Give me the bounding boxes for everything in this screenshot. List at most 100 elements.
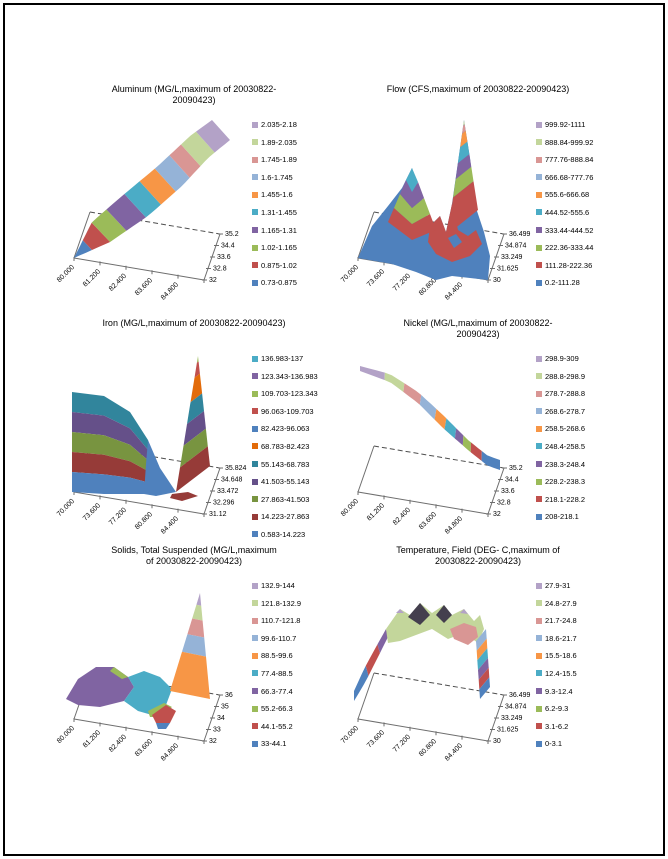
- legend-swatch: [536, 408, 542, 415]
- chart-title: Flow (CFS,maximum of 20030822-20090423): [386, 84, 570, 94]
- depth-tick-label: 32: [209, 738, 217, 745]
- depth-tick-label: 36.499: [509, 692, 531, 699]
- legend-item: 109.703-123.343: [252, 389, 336, 398]
- legend-label: 110.7-121.8: [261, 616, 301, 626]
- legend-label: 0.2-111.28: [545, 278, 580, 288]
- depth-tick-label: 33.6: [501, 488, 515, 495]
- x-tick-label: 84.400: [444, 742, 464, 762]
- floor-left-edge: [357, 672, 375, 720]
- x-tick-label: 81.200: [82, 268, 102, 288]
- depth-tick-label: 34.4: [505, 477, 519, 484]
- depth-tick-label: 35.2: [225, 231, 239, 238]
- legend-swatch: [252, 390, 258, 397]
- legend-swatch: [252, 688, 258, 695]
- legend-label: 27.863-41.503: [261, 494, 310, 504]
- depth-tick-label: 33: [213, 727, 221, 734]
- legend-label: 121.8-132.9: [261, 598, 302, 608]
- x-tick-label: 81.200: [366, 502, 386, 522]
- surface-plot: 70.000 73.600 77.200 80.800 84.400 30 31.625 33…: [340, 120, 531, 302]
- depth-tick-label: 31.12: [209, 511, 227, 518]
- legend-label: 109.703-123.343: [261, 389, 318, 399]
- surface-band: [196, 356, 199, 363]
- surface-band: [82, 222, 111, 250]
- depth-tick-label: 34.874: [505, 243, 527, 250]
- legend-label: 1.165-1.31: [261, 225, 297, 235]
- legend-swatch: [536, 688, 542, 695]
- legend-label: 41.503-55.143: [261, 477, 310, 487]
- legend-swatch: [536, 496, 542, 503]
- legend: 2.035-2.18 1.89-2.035 1.745-1.89 1.6-1.745 1…: [252, 120, 336, 296]
- chart-temperature-field: Temperature, Field (DEG- C,maximum of 20…: [332, 545, 624, 767]
- x-axis-line: [73, 718, 205, 742]
- legend-label: 77.4-88.5: [261, 668, 293, 678]
- legend-item: 1.31-1.455: [252, 208, 336, 217]
- depth-tick-label: 33.249: [501, 715, 523, 722]
- floor-left-edge: [357, 211, 375, 259]
- legend-swatch: [536, 740, 542, 747]
- surface-band: [477, 648, 488, 670]
- chart-body: 80.000 81.200 82.400 83.600 84.800 32 32.8 33.6…: [332, 344, 624, 540]
- x-tick-label: 84.400: [160, 515, 180, 535]
- legend-item: 333.44-444.52: [536, 226, 620, 235]
- legend-swatch: [252, 670, 258, 677]
- surface-band: [196, 593, 202, 606]
- x-tick-label: 83.600: [134, 277, 154, 297]
- legend-item: 1.6-1.745: [252, 173, 336, 182]
- legend-swatch: [252, 121, 258, 128]
- surface-band: [406, 168, 418, 192]
- depth-tick-label: 34.648: [221, 477, 243, 484]
- depth-tick-label: 35.824: [225, 465, 247, 472]
- surface-band: [476, 638, 488, 661]
- x-tick-label: 80.800: [418, 738, 438, 758]
- floor-back-edge: [373, 672, 505, 696]
- legend-label: 258.5-268.6: [545, 424, 586, 434]
- legend-label: 248.4-258.5: [545, 441, 586, 451]
- surface-band: [156, 723, 170, 729]
- x-axis-line: [357, 491, 489, 515]
- legend-item: 27.9-31: [536, 581, 620, 590]
- legend-label: 55.143-68.783: [261, 459, 310, 469]
- surface-band: [479, 677, 490, 699]
- legend-label: 1.89-2.035: [261, 137, 297, 147]
- legend-label: 15.5-18.6: [545, 651, 577, 661]
- legend: 298.9-309 288.8-298.9 278.7-288.8 268.6-278…: [536, 354, 620, 530]
- legend-item: 1.02-1.165: [252, 243, 336, 252]
- surface-band: [72, 432, 151, 473]
- surface-band: [74, 240, 92, 258]
- chart-body: 70.000 73.600 77.200 80.800 84.400 30 31.625 33…: [332, 571, 624, 767]
- x-tick-label: 73.600: [366, 729, 386, 749]
- surface-band: [124, 671, 172, 715]
- legend-swatch: [536, 174, 542, 181]
- legend-label: 24.8-27.9: [545, 598, 577, 608]
- surface-band: [72, 472, 152, 494]
- floor-left-edge: [73, 211, 91, 259]
- legend-item: 0.2-111.28: [536, 278, 620, 287]
- legend-item: 444.52-555.6: [536, 208, 620, 217]
- legend-swatch: [252, 513, 258, 520]
- surface-band: [454, 428, 464, 446]
- legend-swatch: [252, 582, 258, 589]
- legend-label: 888.84-999.92: [545, 137, 594, 147]
- legend-item: 258.5-268.6: [536, 424, 620, 433]
- surface-band: [403, 383, 422, 405]
- legend-swatch: [252, 408, 258, 415]
- legend-label: 88.5-99.6: [261, 651, 293, 661]
- legend-swatch: [252, 705, 258, 712]
- surface-band: [360, 366, 385, 380]
- surface-band: [170, 492, 198, 501]
- chart-title: Nickel (MG/L,maximum of 20030822-2009042…: [403, 318, 553, 340]
- legend-label: 218.1-228.2: [545, 494, 586, 504]
- legend-swatch: [252, 496, 258, 503]
- legend-item: 0-3.1: [536, 739, 620, 748]
- legend-label: 666.68-777.76: [545, 172, 594, 182]
- depth-tick-label: 33.472: [217, 488, 239, 495]
- x-tick-label: 80.800: [418, 277, 438, 297]
- depth-tick-label: 32.296: [213, 500, 235, 507]
- depth-tick-label: 33.6: [217, 254, 231, 261]
- legend-item: 1.455-1.6: [252, 190, 336, 199]
- legend-item: 123.343-136.983: [252, 372, 336, 381]
- surface-band: [194, 361, 200, 378]
- legend-label: 111.28-222.36: [545, 260, 593, 270]
- legend-label: 999.92-1111: [545, 120, 586, 129]
- surface-band: [72, 452, 152, 484]
